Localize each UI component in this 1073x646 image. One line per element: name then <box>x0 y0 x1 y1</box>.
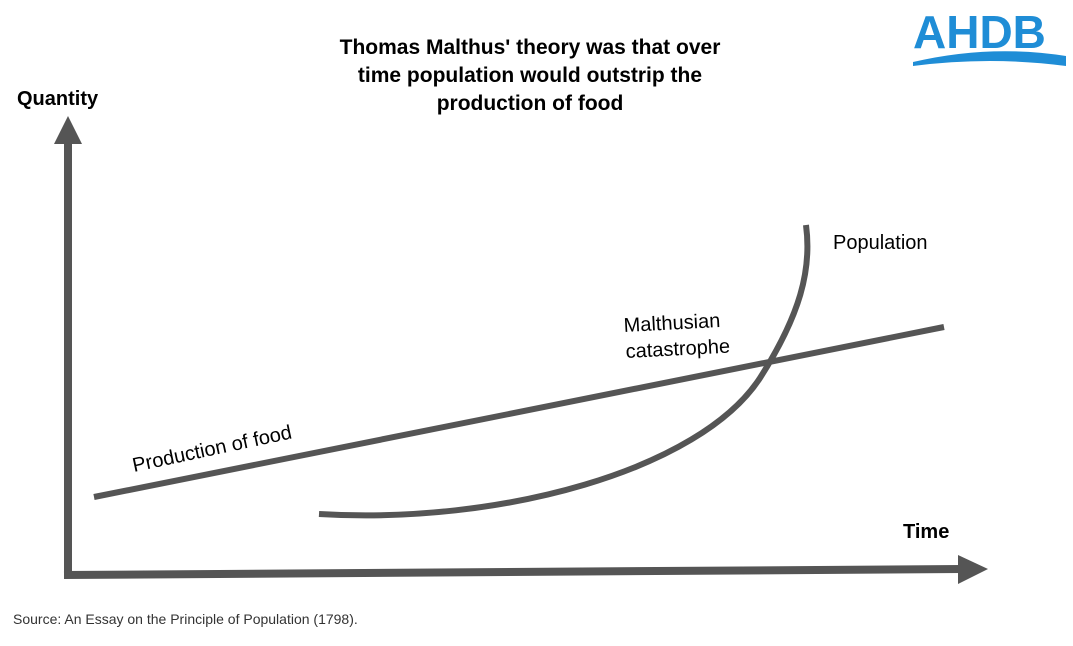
y-axis-label: Quantity <box>17 88 99 110</box>
food-production-line <box>93 324 945 500</box>
logo-text: AHDB <box>913 6 1046 58</box>
title-line-1: Thomas Malthus' theory was that over <box>340 36 721 59</box>
x-axis-line <box>63 565 963 579</box>
y-axis: Quantity <box>17 88 99 578</box>
catastrophe-label-line-1: Malthusian <box>623 310 721 337</box>
title-line-2: time population would outstrip the <box>358 64 702 87</box>
population-label: Population <box>833 232 928 254</box>
y-axis-arrowhead <box>54 116 82 144</box>
diagram-title: Thomas Malthus' theory was that over tim… <box>340 36 721 115</box>
population-curve: Population <box>318 224 928 519</box>
food-production-label: Production of food <box>130 422 293 477</box>
food-production-curve: Production of food <box>93 324 945 500</box>
logo-wave <box>913 51 1066 66</box>
population-line <box>318 224 811 519</box>
source-note: Source: An Essay on the Principle of Pop… <box>13 611 358 627</box>
x-axis-label: Time <box>903 521 949 543</box>
ahdb-logo: AHDB <box>913 6 1066 66</box>
x-axis: Time <box>63 521 988 584</box>
title-line-3: production of food <box>437 92 624 115</box>
malthusian-catastrophe-label: Malthusian catastrophe <box>623 310 731 363</box>
catastrophe-label-line-2: catastrophe <box>625 336 731 363</box>
x-axis-arrowhead <box>958 555 988 584</box>
